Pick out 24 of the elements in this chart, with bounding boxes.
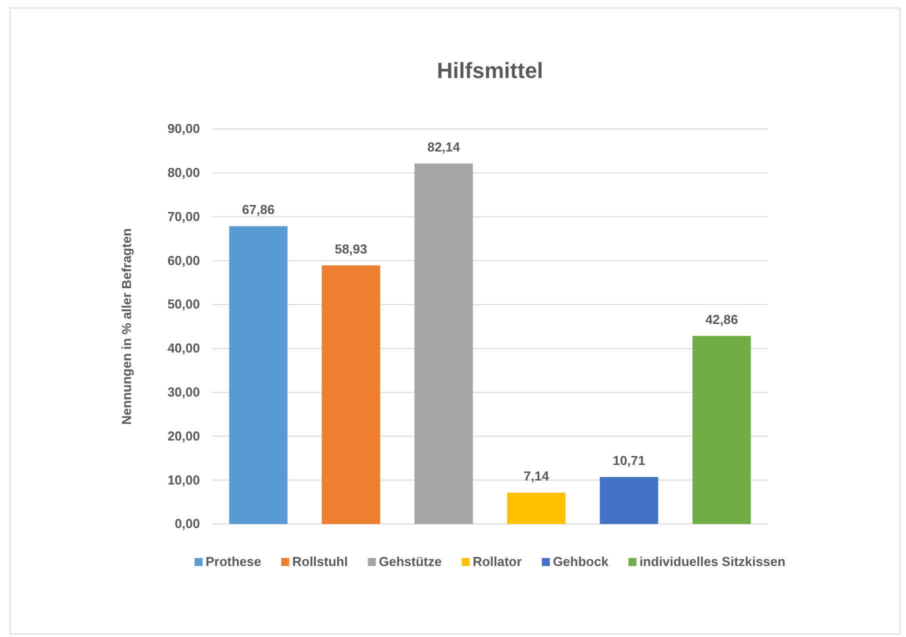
legend-label: Gehstütze — [378, 554, 442, 569]
legend-label: Rollstuhl — [292, 554, 348, 569]
data-label: 7,14 — [524, 468, 550, 484]
y-axis-title: Nennungen in % aller Befragten — [119, 228, 134, 425]
y-tick-label: 40,00 — [167, 340, 200, 356]
y-tick-label: 60,00 — [167, 252, 200, 268]
legend-label: Gehbock — [552, 554, 610, 569]
y-tick-label: 20,00 — [167, 428, 200, 444]
data-label: 82,14 — [427, 139, 461, 154]
legend-label: individuelles Sitzkissen — [639, 554, 786, 569]
data-label: 58,93 — [334, 241, 368, 256]
y-tick-label: 70,00 — [167, 208, 200, 224]
y-tick-label: 30,00 — [167, 384, 200, 400]
chart-title: Hilfsmittel — [436, 58, 544, 83]
y-tick-label: 0,00 — [174, 516, 200, 532]
y-tick-label: 10,00 — [167, 472, 200, 488]
y-tick-label: 90,00 — [167, 121, 200, 136]
data-label: 10,71 — [612, 452, 646, 468]
data-label: 42,86 — [705, 312, 738, 327]
data-label: 67,86 — [242, 202, 275, 218]
legend-label: Prothese — [206, 554, 262, 569]
legend-label: Rollator — [472, 554, 522, 569]
y-tick-label: 50,00 — [167, 296, 200, 312]
y-tick-label: 80,00 — [167, 165, 200, 180]
